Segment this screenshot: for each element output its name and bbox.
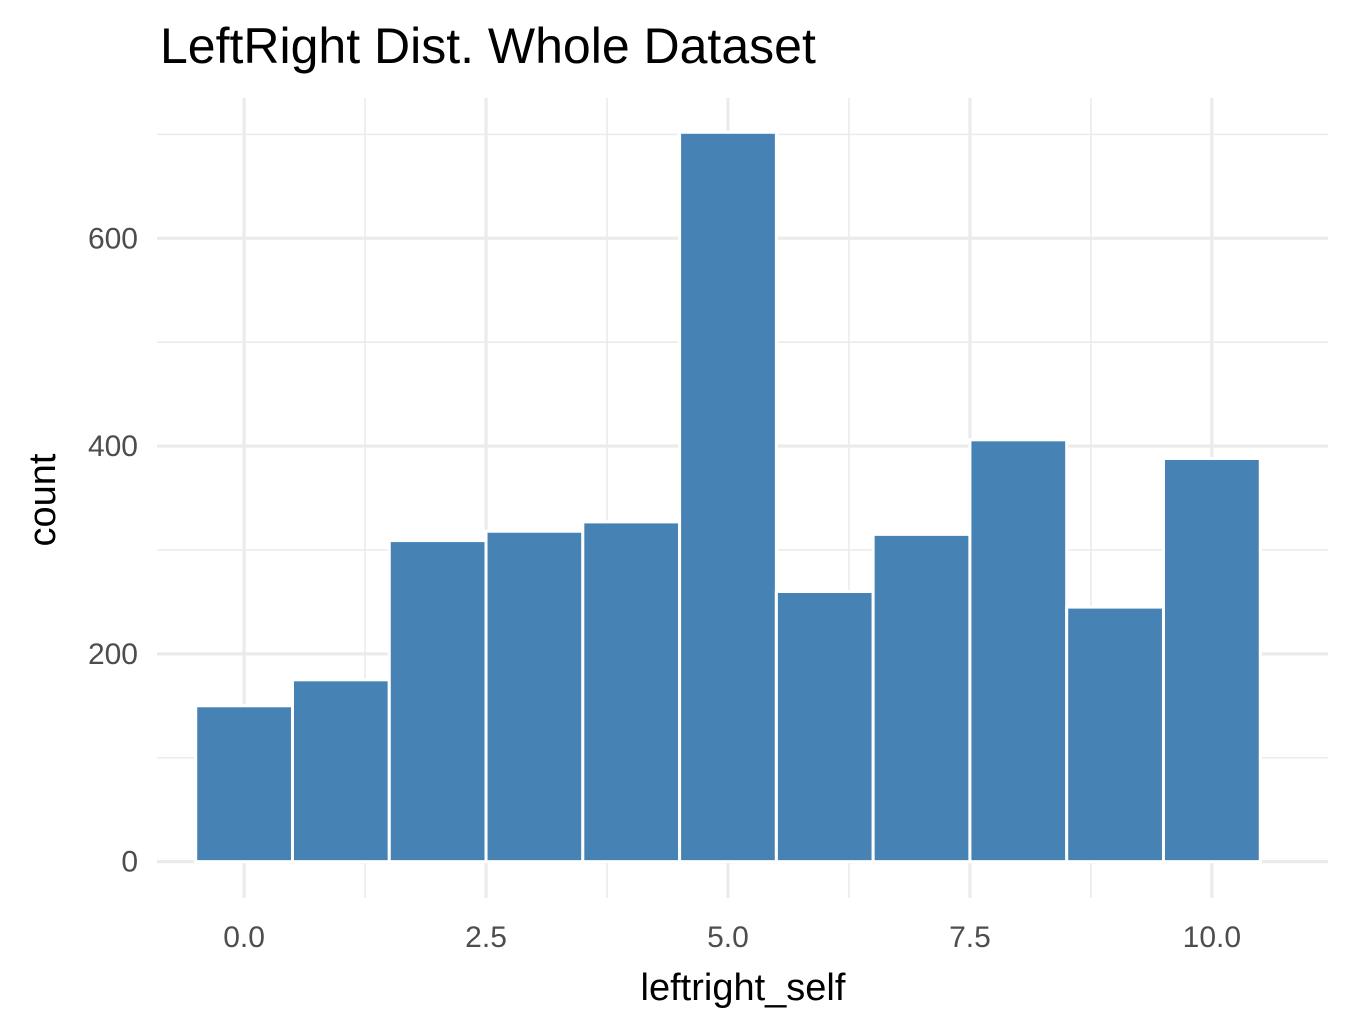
y-tick-label: 600 [88, 222, 138, 255]
x-tick-label: 10.0 [1183, 921, 1241, 954]
histogram-bar [290, 678, 391, 864]
y-axis-tick-labels: 0 200 400 600 [88, 222, 138, 878]
x-axis-title: leftright_self [641, 967, 846, 1009]
histogram-bar [871, 532, 972, 864]
histogram-bar [387, 539, 488, 864]
histogram-bar [968, 438, 1069, 864]
y-tick-label: 400 [88, 430, 138, 463]
x-tick-label: 7.5 [949, 921, 991, 954]
x-tick-label: 2.5 [465, 921, 507, 954]
x-axis-tick-labels: 0.0 2.5 5.0 7.5 10.0 [223, 921, 1241, 954]
histogram-bar [194, 704, 294, 864]
histogram-bar [581, 520, 682, 864]
x-tick-label: 5.0 [707, 921, 749, 954]
y-tick-label: 0 [121, 846, 138, 879]
x-tick-label: 0.0 [223, 921, 265, 954]
y-tick-label: 200 [88, 638, 138, 671]
histogram-bar [678, 130, 778, 864]
histogram-bars [194, 130, 1262, 864]
histogram-bar [484, 529, 585, 864]
y-axis-title: count [22, 453, 64, 546]
chart-title: LeftRight Dist. Whole Dataset [160, 18, 816, 74]
histogram-bar [1065, 605, 1165, 864]
histogram-bar [1161, 457, 1262, 864]
histogram-bar [774, 590, 875, 864]
